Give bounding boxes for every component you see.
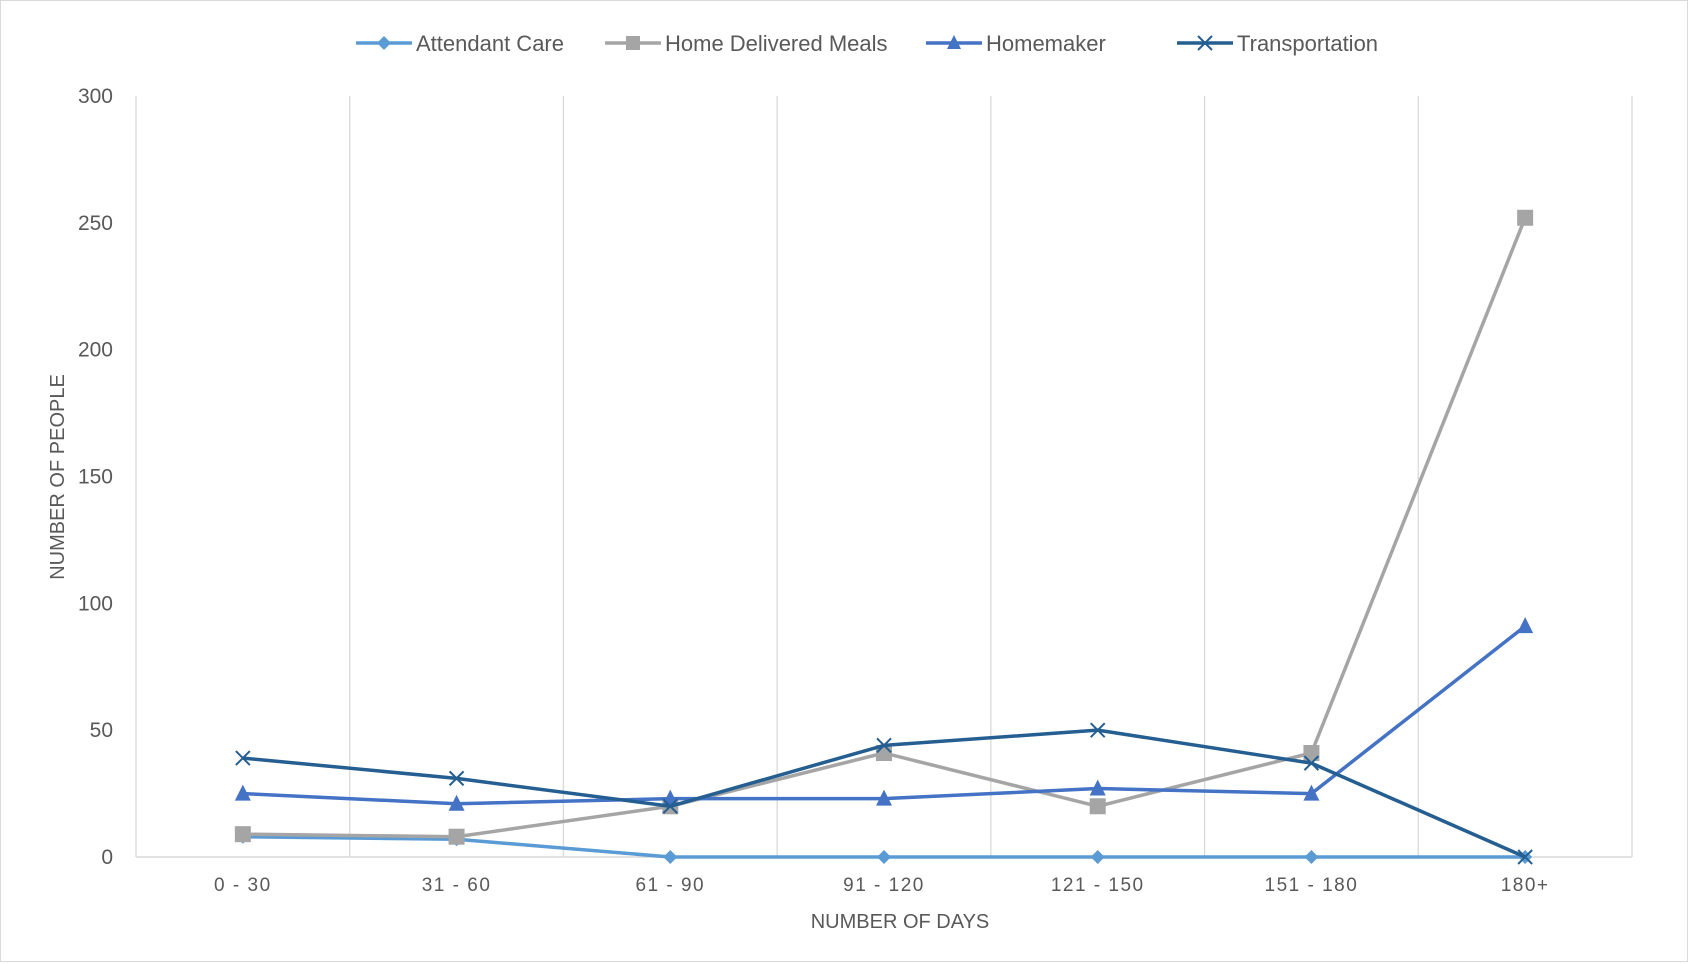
series-transportation: [235, 722, 1533, 865]
x-tick-label: 151 - 180: [1265, 875, 1359, 896]
data-point-home-delivered-meals: [234, 826, 251, 843]
x-tick-label: 31 - 60: [422, 875, 492, 896]
data-point-transportation: [235, 750, 251, 766]
data-point-transportation: [876, 737, 892, 754]
y-tick-label: 0: [101, 846, 113, 869]
series-home-delivered-meals: [234, 209, 1534, 845]
data-point-transportation: [1303, 755, 1320, 771]
legend-label: Transportation: [1237, 31, 1378, 56]
y-axis-ticks: 0 50 100 150 200 250 300: [78, 85, 113, 869]
x-tick-label: 91 - 120: [843, 875, 925, 896]
data-point-transportation: [1090, 722, 1106, 738]
y-tick-label: 300: [78, 85, 113, 108]
legend-item-home-delivered-meals: Home Delivered Meals: [605, 31, 888, 56]
legend-item-transportation: Transportation: [1177, 31, 1378, 56]
data-point-attendant-care: [1090, 850, 1105, 864]
y-tick-label: 200: [78, 339, 113, 362]
data-point-home-delivered-meals: [448, 828, 465, 845]
data-point-attendant-care: [877, 850, 891, 864]
data-point-home-delivered-meals: [1517, 209, 1534, 226]
legend-item-homemaker: Homemaker: [926, 31, 1106, 56]
data-point-home-delivered-meals: [1089, 798, 1106, 815]
x-axis-title: NUMBER OF DAYS: [811, 911, 990, 933]
data-point-transportation: [662, 798, 678, 814]
y-tick-label: 250: [78, 212, 113, 235]
x-tick-label: 61 - 90: [635, 875, 705, 896]
y-axis-title: NUMBER OF PEOPLE: [47, 374, 69, 580]
data-point-transportation: [1517, 849, 1533, 865]
data-point-homemaker: [1089, 779, 1106, 796]
x-axis-ticks: 0 - 30 31 - 60 61 - 90 91 - 120 121 - 150 151…: [214, 875, 1550, 896]
data-point-attendant-care: [663, 850, 678, 864]
series-layer: [234, 209, 1534, 865]
data-point-homemaker: [234, 784, 251, 801]
x-tick-label: 0 - 30: [214, 875, 272, 896]
data-point-homemaker: [1517, 617, 1534, 634]
y-tick-label: 150: [78, 466, 113, 489]
legend-item-attendant-care: Attendant Care: [356, 31, 564, 56]
legend-marker: [626, 36, 640, 50]
y-tick-label: 100: [78, 592, 113, 615]
legend-marker: [947, 35, 961, 49]
data-point-transportation: [448, 770, 465, 787]
legend: Attendant Care Home Delivered Meals Homema…: [356, 31, 1378, 56]
x-tick-label: 180+: [1501, 875, 1550, 896]
legend-label: Homemaker: [986, 31, 1106, 56]
x-tick-label: 121 - 150: [1051, 875, 1145, 896]
legend-marker: [1197, 35, 1213, 51]
data-point-homemaker: [1303, 784, 1320, 801]
data-point-attendant-care: [1304, 850, 1319, 864]
series-homemaker: [234, 617, 1534, 811]
legend-marker: [377, 36, 391, 50]
data-point-homemaker: [876, 789, 892, 806]
legend-label: Attendant Care: [416, 31, 564, 56]
data-point-homemaker: [448, 794, 465, 811]
data-point-home-delivered-meals: [1303, 744, 1320, 761]
gridlines: [135, 96, 1633, 858]
y-tick-label: 50: [90, 719, 113, 742]
legend-label: Home Delivered Meals: [665, 31, 888, 56]
